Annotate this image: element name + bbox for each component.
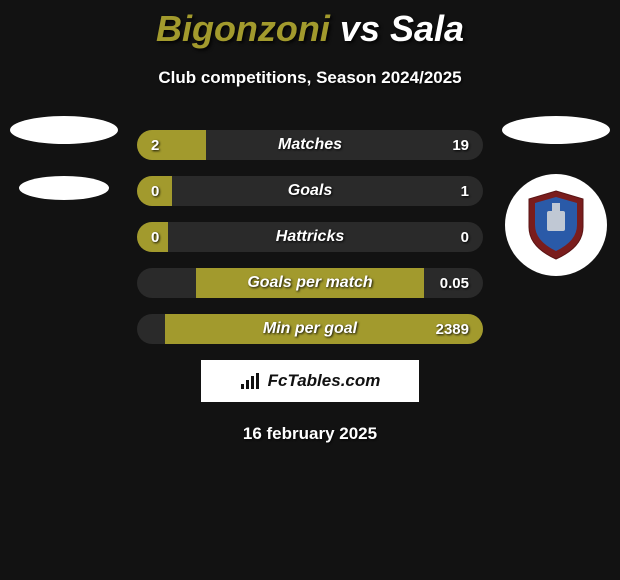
stats-area: 2 Matches 19 0 Goals 1 0 Hattricks 0	[0, 130, 620, 444]
subtitle: Club competitions, Season 2024/2025	[0, 68, 620, 88]
club-shield-icon	[525, 189, 587, 261]
bar-content: Goals per match 0.05	[137, 268, 483, 298]
comparison-title: Bigonzoni vs Sala	[0, 0, 620, 50]
bar-goals: 0 Goals 1	[137, 176, 483, 206]
bar-right-value: 1	[461, 183, 469, 200]
bar-min-per-goal: Min per goal 2389	[137, 314, 483, 344]
brand-box: FcTables.com	[201, 360, 419, 402]
bar-hattricks: 0 Hattricks 0	[137, 222, 483, 252]
left-player-badges	[5, 116, 123, 200]
bar-goals-per-match: Goals per match 0.05	[137, 268, 483, 298]
bar-right-value: 0.05	[440, 275, 469, 292]
bar-label: Matches	[278, 136, 342, 154]
chart-bars-icon	[240, 372, 262, 390]
bar-label: Goals per match	[247, 274, 372, 292]
right-player-badges	[497, 116, 615, 276]
bar-content: 0 Goals 1	[137, 176, 483, 206]
left-badge-2	[19, 176, 109, 200]
right-badge-2	[505, 174, 607, 276]
bar-right-value: 19	[452, 137, 469, 154]
bar-matches: 2 Matches 19	[137, 130, 483, 160]
right-badge-1	[502, 116, 610, 144]
bar-left-value: 2	[151, 137, 159, 154]
bar-left-value: 0	[151, 183, 159, 200]
bar-right-value: 2389	[436, 321, 469, 338]
brand-text: FcTables.com	[268, 371, 381, 391]
title-left: Bigonzoni	[156, 8, 330, 49]
stat-bars: 2 Matches 19 0 Goals 1 0 Hattricks 0	[137, 130, 483, 344]
title-right: Sala	[390, 8, 464, 49]
date: 16 february 2025	[0, 424, 620, 444]
bar-content: Min per goal 2389	[137, 314, 483, 344]
bar-content: 2 Matches 19	[137, 130, 483, 160]
bar-left-value: 0	[151, 229, 159, 246]
bar-label: Min per goal	[263, 320, 357, 338]
bar-label: Goals	[288, 182, 332, 200]
title-vs: vs	[340, 8, 380, 49]
bar-right-value: 0	[461, 229, 469, 246]
left-badge-1	[10, 116, 118, 144]
bar-content: 0 Hattricks 0	[137, 222, 483, 252]
bar-label: Hattricks	[276, 228, 344, 246]
